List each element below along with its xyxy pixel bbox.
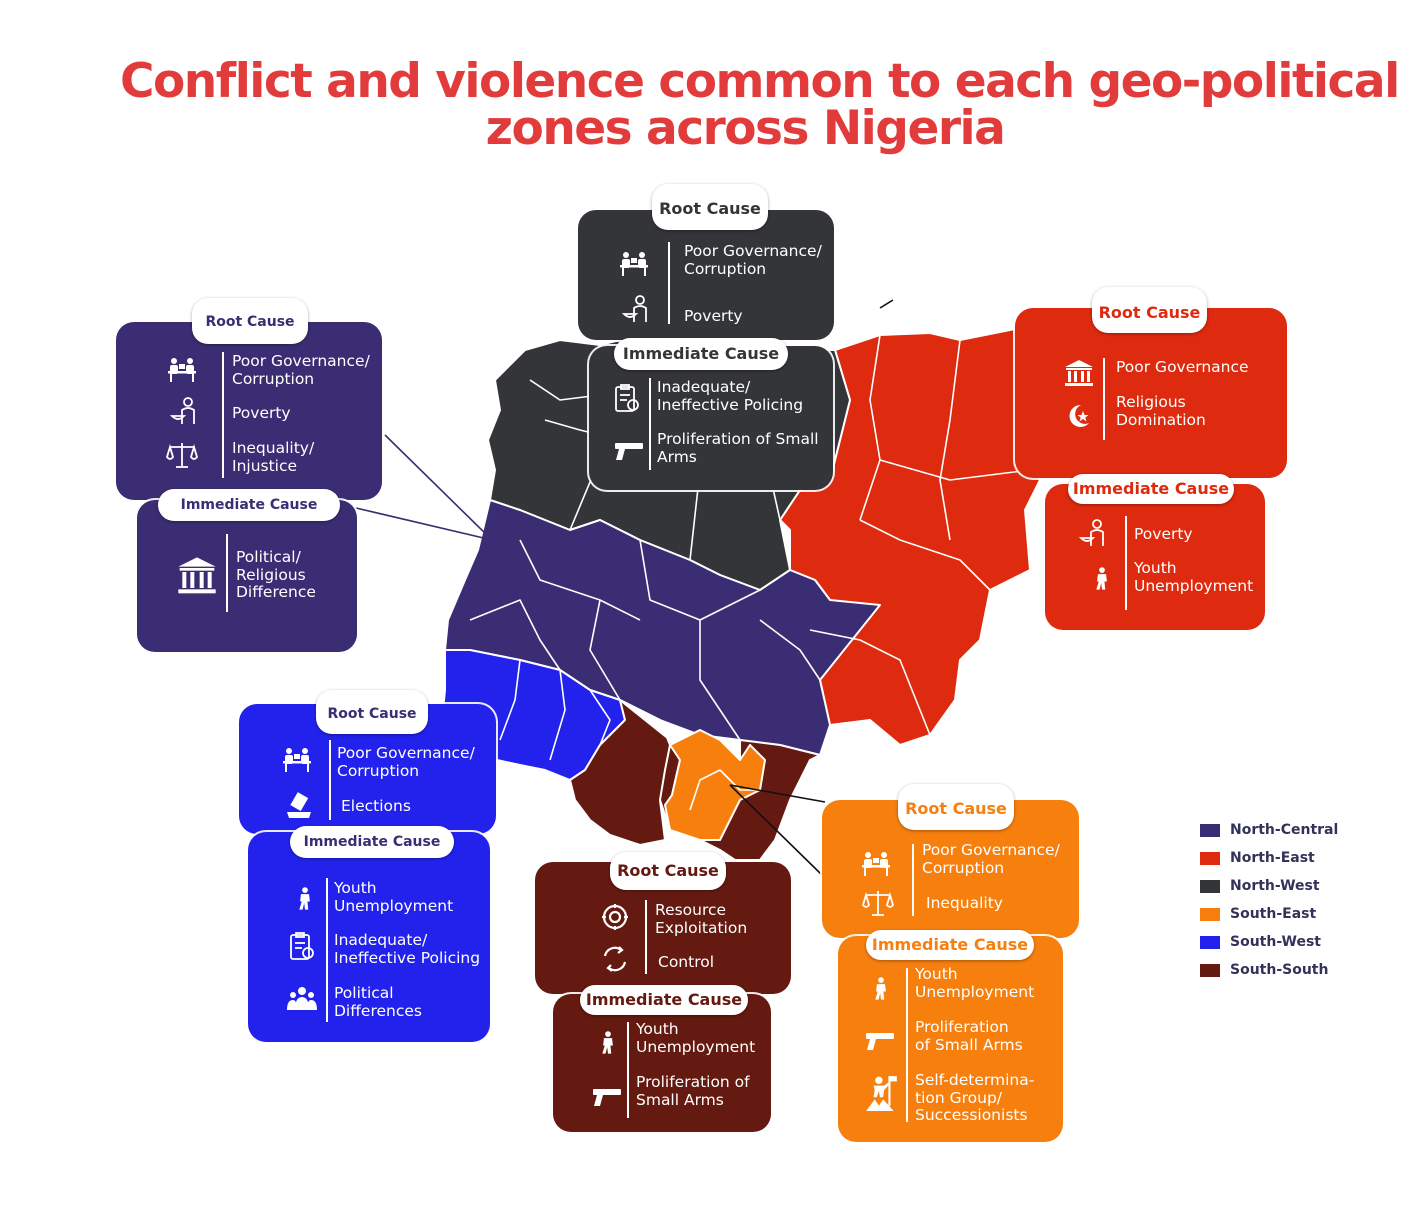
north-east-immediate-item-1: Poverty	[1134, 525, 1193, 543]
north-west-root-item-1: Poor Governance/ Corruption	[684, 242, 822, 278]
government-building-icon	[1063, 358, 1095, 388]
south-east-immediate-label: Immediate Cause	[866, 930, 1034, 960]
north-east-root-item-2: Religious Domination	[1116, 393, 1206, 429]
map-legend: North-Central North-East North-West Sout…	[1200, 816, 1338, 984]
legend-swatch	[1200, 879, 1220, 893]
legend-item: North-Central	[1200, 816, 1338, 844]
unemployed-youth-icon	[595, 1028, 621, 1058]
north-central-root-item-1: Poor Governance/ Corruption	[232, 352, 370, 388]
south-south-immediate-label: Immediate Cause	[580, 985, 748, 1015]
north-east-immediate-item-2: Youth Unemployment	[1134, 559, 1254, 595]
south-east-root-label: Root Cause	[898, 784, 1014, 830]
south-east-root-item-2: Inequality	[926, 894, 1003, 912]
south-west-immediate-item-3: Political Differences	[334, 984, 422, 1020]
legend-label: South-West	[1230, 934, 1321, 950]
south-south-immediate-item-2: Proliferation of Small Arms	[636, 1073, 750, 1109]
north-west-immediate-item-2: Proliferation of Small Arms	[657, 430, 819, 466]
north-west-root-card: Poor Governance/ Corruption Poverty	[578, 210, 834, 340]
north-west-immediate-card: Inadequate/ Ineffective Policing Prolife…	[589, 346, 833, 490]
south-south-root-item-1: Resource Exploitation	[655, 901, 748, 937]
north-west-root-label: Root Cause	[652, 184, 768, 230]
gun-icon	[864, 1024, 896, 1054]
legend-item: North-East	[1200, 844, 1338, 872]
north-west-immediate-label: Immediate Cause	[614, 338, 788, 370]
gun-icon	[591, 1080, 623, 1110]
meeting-icon	[860, 848, 892, 878]
south-west-immediate-card: Youth Unemployment Inadequate/ Ineffecti…	[248, 832, 490, 1042]
legend-label: North-East	[1230, 850, 1315, 866]
legend-swatch	[1200, 823, 1220, 837]
legend-swatch	[1200, 963, 1220, 977]
north-east-immediate-label: Immediate Cause	[1068, 474, 1234, 504]
poverty-icon	[621, 294, 654, 324]
north-east-root-item-1: Poor Governance	[1116, 358, 1249, 376]
legend-item: South-West	[1200, 928, 1338, 956]
north-central-root-card: Poor Governance/ Corruption Poverty Ineq…	[116, 322, 382, 500]
unemployed-youth-icon	[292, 884, 318, 914]
north-central-immediate-label: Immediate Cause	[158, 489, 340, 521]
gun-icon	[613, 434, 645, 464]
infographic-title: Conflict and violence common to each geo…	[120, 54, 1400, 156]
group-icon	[286, 984, 318, 1014]
legend-label: North-Central	[1230, 822, 1339, 838]
south-south-root-item-2: Control	[658, 953, 715, 971]
north-central-root-label: Root Cause	[192, 298, 308, 344]
south-south-immediate-item-1: Youth Unemployment	[636, 1020, 756, 1056]
gear-icon	[599, 902, 631, 932]
scales-icon	[862, 888, 894, 918]
south-west-root-item-2: Elections	[341, 797, 411, 815]
crescent-star-icon	[1063, 401, 1095, 431]
unemployed-youth-icon	[1089, 564, 1115, 594]
title-line-2: zones across Nigeria	[485, 101, 1006, 156]
clipboard-badge-icon	[286, 932, 318, 962]
north-central-root-item-2: Poverty	[232, 404, 291, 422]
south-east-immediate-item-3: Self-determina- tion Group/ Successionis…	[915, 1071, 1035, 1124]
meeting-icon	[618, 248, 650, 278]
poverty-icon	[1078, 518, 1111, 548]
south-east-immediate-card: Youth Unemployment Proliferation of Smal…	[838, 936, 1063, 1142]
south-west-immediate-item-1: Youth Unemployment	[334, 879, 454, 915]
south-west-immediate-item-2: Inadequate/ Ineffective Policing	[334, 931, 481, 967]
north-central-root-item-3: Inequality/ Injustice	[232, 439, 315, 475]
poverty-icon	[169, 396, 202, 426]
legend-item: South-East	[1200, 900, 1338, 928]
unemployed-youth-icon	[868, 974, 894, 1004]
south-west-immediate-label: Immediate Cause	[290, 826, 454, 858]
south-east-region	[664, 729, 766, 841]
south-south-immediate-card: Youth Unemployment Proliferation of Smal…	[553, 994, 771, 1132]
legend-swatch	[1200, 851, 1220, 865]
government-building-icon	[175, 556, 219, 596]
north-west-root-item-2: Poverty	[684, 307, 743, 325]
legend-swatch	[1200, 907, 1220, 921]
south-south-root-label: Root Cause	[610, 852, 726, 890]
clipboard-badge-icon	[611, 384, 643, 414]
meeting-icon	[281, 744, 313, 774]
north-east-root-card: Poor Governance Religious Domination	[1015, 308, 1287, 478]
south-west-root-item-1: Poor Governance/ Corruption	[337, 744, 475, 780]
title-line-1: Conflict and violence common to each geo…	[120, 54, 1400, 109]
legend-label: South-East	[1230, 906, 1317, 922]
legend-swatch	[1200, 935, 1220, 949]
south-east-immediate-item-2: Proliferation of Small Arms	[915, 1018, 1023, 1054]
cycle-icon	[599, 944, 631, 974]
legend-item: North-West	[1200, 872, 1338, 900]
north-west-immediate-item-1: Inadequate/ Ineffective Policing	[657, 378, 804, 414]
north-east-root-label: Root Cause	[1092, 287, 1207, 333]
south-west-root-label: Root Cause	[316, 690, 428, 734]
meeting-icon	[166, 354, 198, 384]
legend-label: South-South	[1230, 962, 1329, 978]
protester-icon	[864, 1074, 898, 1112]
north-central-immediate-item-1: Political/ Religious Difference	[236, 548, 316, 601]
north-east-immediate-card: Poverty Youth Unemployment	[1045, 484, 1265, 630]
north-central-immediate-card: Political/ Religious Difference	[137, 500, 357, 652]
scales-icon	[166, 440, 198, 470]
legend-label: North-West	[1230, 878, 1320, 894]
connector-lines	[355, 434, 493, 541]
south-east-root-item-1: Poor Governance/ Corruption	[922, 841, 1060, 877]
south-east-immediate-item-1: Youth Unemployment	[915, 965, 1035, 1001]
legend-item: South-South	[1200, 956, 1338, 984]
ballot-icon	[283, 790, 315, 820]
